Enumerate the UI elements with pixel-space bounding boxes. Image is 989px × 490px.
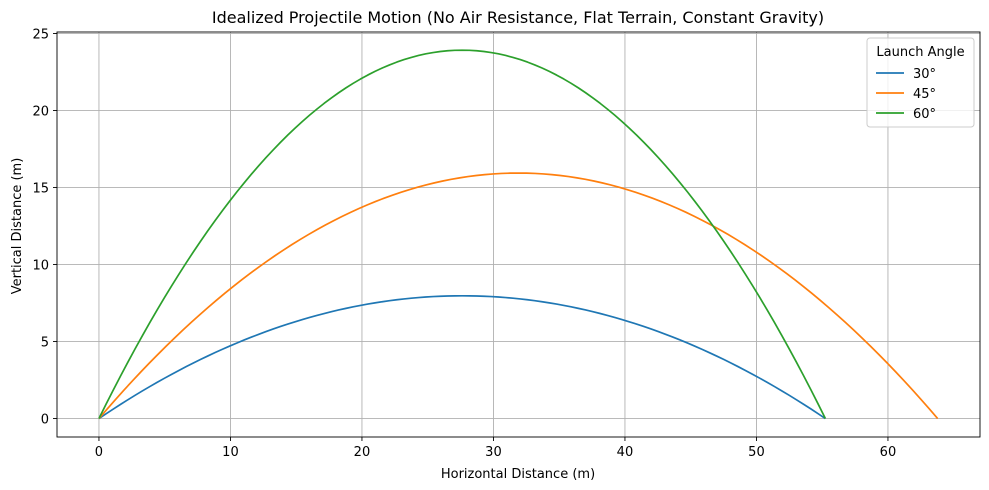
legend-items: 30° 45° 60° bbox=[876, 67, 936, 122]
y-tick-label: 20 bbox=[32, 105, 49, 120]
y-tick-label: 0 bbox=[41, 413, 49, 428]
x-tick-label: 10 bbox=[222, 445, 239, 460]
x-tick-label: 40 bbox=[617, 445, 634, 460]
plot-frame bbox=[56, 31, 981, 438]
chart-title: Idealized Projectile Motion (No Air Resi… bbox=[212, 8, 824, 27]
legend-label: 45° bbox=[913, 87, 936, 102]
axis-ticks: 0 10 20 30 40 50 60 0 5 10 15 20 25 bbox=[32, 28, 896, 460]
series-line-3 bbox=[98, 49, 827, 419]
y-tick-label: 25 bbox=[32, 28, 49, 43]
legend-title: Launch Angle bbox=[876, 45, 964, 60]
series-line-1 bbox=[98, 294, 826, 420]
y-axis-title: Vertical Distance (m) bbox=[10, 158, 25, 295]
y-tick-label: 10 bbox=[32, 259, 49, 274]
legend: Launch Angle 30° 45° 60° bbox=[866, 37, 975, 128]
series-lines bbox=[98, 49, 939, 420]
x-tick-label: 30 bbox=[485, 445, 502, 460]
legend-label: 60° bbox=[913, 107, 936, 122]
x-tick-label: 20 bbox=[354, 445, 371, 460]
x-axis-title: Horizontal Distance (m) bbox=[441, 467, 595, 482]
series-line-2 bbox=[98, 172, 939, 420]
y-tick-label: 5 bbox=[41, 336, 49, 351]
legend-label: 30° bbox=[913, 67, 936, 82]
y-tick-label: 15 bbox=[32, 182, 49, 197]
x-tick-label: 0 bbox=[95, 445, 103, 460]
x-tick-label: 60 bbox=[880, 445, 897, 460]
x-tick-label: 50 bbox=[748, 445, 765, 460]
grid-lines bbox=[57, 32, 980, 437]
legend-box bbox=[866, 37, 975, 128]
